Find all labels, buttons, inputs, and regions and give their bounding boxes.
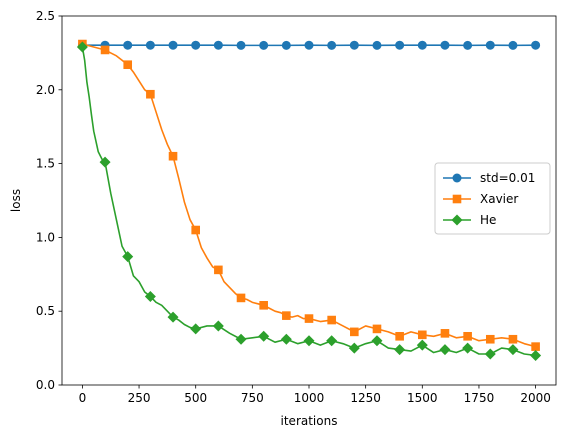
series-point xyxy=(168,40,178,50)
series-point xyxy=(394,344,406,356)
x-tick-label: 0 xyxy=(79,391,87,405)
series-1 xyxy=(78,39,540,351)
series-point xyxy=(439,344,451,356)
series-point xyxy=(440,329,450,338)
series-point xyxy=(372,324,382,334)
legend-label: He xyxy=(480,213,496,227)
series-point xyxy=(508,334,518,344)
series-point xyxy=(463,40,473,50)
series-point xyxy=(327,40,337,50)
series-point xyxy=(507,344,519,356)
x-tick-label: 1000 xyxy=(294,391,325,405)
series-point xyxy=(417,40,427,50)
legend-box xyxy=(434,162,551,235)
series-point xyxy=(484,348,496,360)
series-point xyxy=(259,40,269,50)
series-point xyxy=(123,40,133,50)
series-point xyxy=(371,335,383,347)
x-axis-label: iterations xyxy=(281,414,338,428)
legend-marker xyxy=(452,194,462,204)
series-point xyxy=(326,335,338,347)
series-point xyxy=(372,40,382,50)
y-tick-label: 2.5 xyxy=(36,9,55,23)
series-point xyxy=(304,40,314,50)
series-point xyxy=(440,40,450,50)
series-point xyxy=(167,311,179,323)
x-tick-label: 1250 xyxy=(350,391,381,405)
x-tick-label: 2000 xyxy=(520,391,551,405)
series-point xyxy=(508,40,518,50)
series-point xyxy=(395,331,404,341)
series-point xyxy=(235,333,247,345)
series-point xyxy=(214,265,223,275)
series-point xyxy=(236,293,246,303)
x-tick-label: 250 xyxy=(128,391,151,405)
series-point xyxy=(123,60,133,70)
legend-label: Xavier xyxy=(480,192,518,206)
series-point xyxy=(190,323,202,335)
x-tick-label: 750 xyxy=(241,391,264,405)
series-point xyxy=(191,225,200,235)
series-point xyxy=(395,40,405,50)
series-point xyxy=(280,333,292,345)
series-point xyxy=(259,300,268,310)
series-point xyxy=(485,40,495,50)
y-tick-label: 1.5 xyxy=(36,157,55,171)
series-point xyxy=(258,330,270,342)
y-tick-label: 1.0 xyxy=(36,230,55,244)
series-point xyxy=(281,40,291,50)
series-point xyxy=(303,335,315,347)
legend: std=0.01 Xavier He xyxy=(434,162,551,235)
series-point xyxy=(145,40,155,50)
legend-marker xyxy=(452,173,462,183)
series-point xyxy=(100,45,110,55)
x-axis-ticks: 0 250 500 750 1000 1250 1500 1750 2000 xyxy=(79,385,551,405)
series-point xyxy=(418,330,427,340)
series-point xyxy=(213,40,223,50)
x-tick-label: 1500 xyxy=(407,391,438,405)
y-axis-label: loss xyxy=(9,189,23,212)
x-tick-label: 500 xyxy=(184,391,207,405)
series-point xyxy=(282,311,291,320)
series-point xyxy=(76,41,88,53)
series-point xyxy=(168,151,178,161)
series-point xyxy=(146,89,155,99)
series-point xyxy=(144,290,156,302)
series-point xyxy=(463,331,472,341)
legend-marker xyxy=(451,214,463,226)
series-point xyxy=(485,334,495,344)
series-point xyxy=(416,339,428,351)
series-point xyxy=(99,156,111,168)
y-tick-label: 0.5 xyxy=(36,304,55,318)
series-2 xyxy=(76,41,542,361)
series-point xyxy=(462,342,474,354)
series-point xyxy=(212,320,224,332)
series-point xyxy=(348,342,360,354)
series-point xyxy=(327,315,336,325)
series-point xyxy=(122,251,134,263)
series-point xyxy=(191,40,201,50)
series-point xyxy=(350,327,359,337)
y-tick-label: 0.0 xyxy=(36,378,55,392)
series-point xyxy=(530,349,542,361)
legend-label: std=0.01 xyxy=(480,171,535,185)
y-axis-ticks: 0.0 0.5 1.0 1.5 2.0 2.5 xyxy=(36,9,62,392)
series-point xyxy=(236,40,246,50)
series-layer xyxy=(76,39,542,361)
x-tick-label: 1750 xyxy=(464,391,495,405)
series-point xyxy=(531,342,540,351)
series-point xyxy=(531,40,541,50)
y-tick-label: 2.0 xyxy=(36,83,55,97)
series-point xyxy=(304,314,314,323)
series-point xyxy=(349,40,359,50)
